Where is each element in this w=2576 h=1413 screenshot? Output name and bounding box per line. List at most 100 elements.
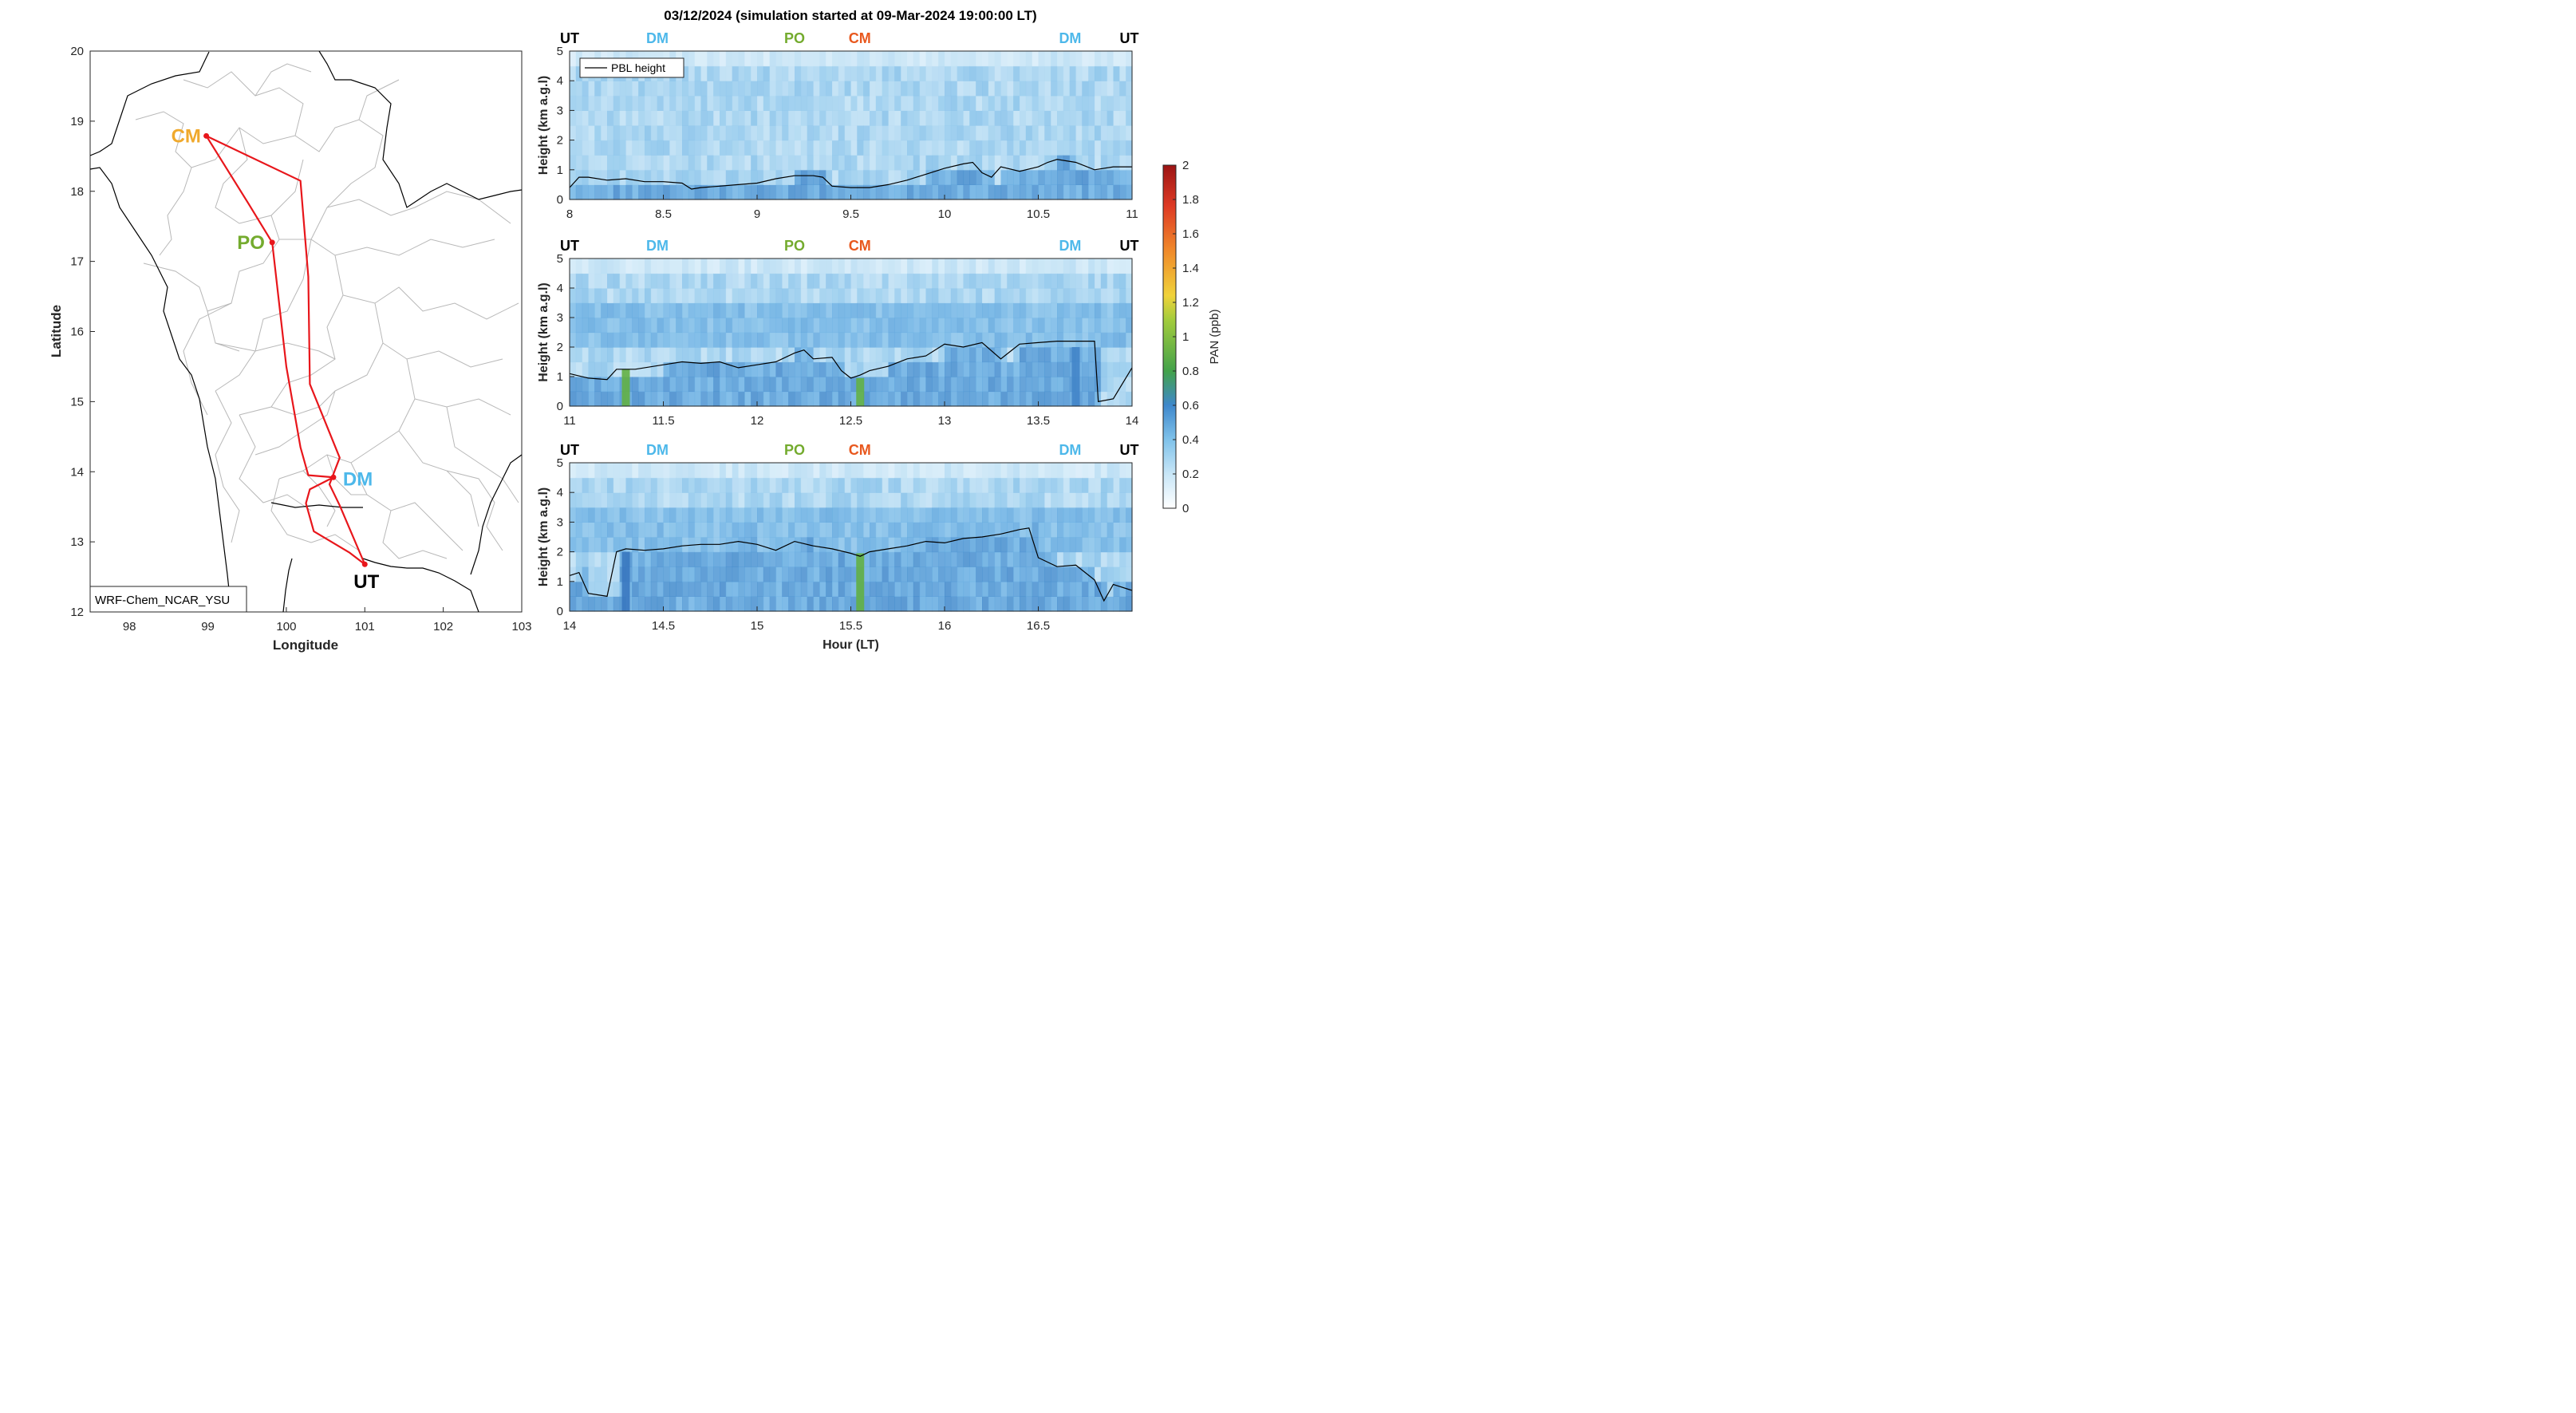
pan-cell (932, 507, 939, 523)
pan-cell (988, 302, 996, 318)
pan-cell (700, 81, 708, 97)
pan-cell (619, 537, 627, 553)
pan-cell (1069, 140, 1077, 156)
pan-cell (757, 507, 764, 523)
pan-cell (570, 361, 577, 377)
pan-cell (619, 347, 627, 363)
pan-cell (669, 361, 677, 377)
pan-cell (1063, 273, 1071, 289)
pan-cell (757, 492, 764, 508)
pan-cell (788, 507, 795, 523)
pan-cell (645, 318, 652, 334)
pan-cell (957, 391, 965, 407)
route-site-label-po: PO (784, 442, 805, 458)
pan-cell (775, 318, 783, 334)
pan-cell (838, 347, 846, 363)
pbl-height-line (569, 527, 1133, 602)
pan-cell (688, 551, 696, 567)
colorbar-tick-label: 0 (1182, 502, 1189, 515)
pan-cell (588, 302, 595, 318)
pan-cell (800, 463, 808, 479)
pan-cell (645, 361, 652, 377)
pan-cell (982, 140, 989, 156)
pan-cell (1113, 95, 1120, 111)
pan-cell (1126, 361, 1133, 377)
pan-cell (850, 391, 858, 407)
pan-cell (694, 169, 702, 185)
pan-cell (807, 361, 815, 377)
pan-cell (625, 492, 633, 508)
pan-cell (813, 288, 820, 304)
pan-cell (619, 522, 627, 538)
pan-cell (601, 537, 608, 553)
pan-cell (732, 140, 740, 156)
pan-cell (913, 361, 921, 377)
ytick-label: 2 (557, 341, 563, 354)
pan-cell (613, 347, 621, 363)
pan-cell (857, 259, 864, 274)
pan-cell (969, 110, 976, 126)
pan-cell (1063, 81, 1071, 97)
pan-cell (957, 273, 965, 289)
pan-cell (788, 492, 795, 508)
pan-cell (945, 125, 952, 141)
pan-cell (844, 507, 852, 523)
pan-cell (782, 259, 789, 274)
pan-cell (669, 125, 677, 141)
pan-cell (669, 95, 677, 111)
pan-cell (1100, 566, 1108, 582)
pan-cell (1007, 273, 1014, 289)
pan-cell (795, 477, 802, 493)
pan-cell (838, 302, 846, 318)
pan-cell (613, 259, 621, 274)
pan-cell (713, 347, 720, 363)
pan-cell (694, 288, 702, 304)
pan-cell (882, 302, 890, 318)
pan-cell (1095, 361, 1102, 377)
pan-cell (1007, 332, 1014, 348)
pan-cell (788, 391, 795, 407)
pan-cell (1113, 288, 1120, 304)
pan-cell (1020, 259, 1027, 274)
pan-cell (1082, 377, 1089, 393)
pan-cell (826, 259, 833, 274)
pan-cell (870, 332, 877, 348)
pan-cell (732, 581, 740, 597)
pan-cell (570, 492, 577, 508)
pan-cell (913, 391, 921, 407)
pan-cell (694, 347, 702, 363)
pan-cell (682, 81, 689, 97)
pan-cell (588, 288, 595, 304)
pan-cell (894, 259, 901, 274)
pan-cell (1025, 507, 1033, 523)
pan-cell (1082, 65, 1089, 81)
pan-cell (682, 332, 689, 348)
province-boundaries (135, 63, 519, 559)
pan-cell (1025, 596, 1033, 612)
pan-cell (925, 110, 933, 126)
pan-cell (976, 95, 983, 111)
pan-cell (625, 318, 633, 334)
pan-cell (788, 184, 795, 200)
figure-title: 03/12/2024 (simulation started at 09-Mar… (664, 8, 1036, 23)
pan-cell (832, 551, 839, 567)
pan-cell (1088, 522, 1095, 538)
pan-cell (894, 288, 901, 304)
pan-cell (725, 332, 733, 348)
pan-cell (994, 332, 1002, 348)
pan-cell (757, 81, 764, 97)
pan-cell (769, 288, 777, 304)
ytick-label: 4 (557, 282, 563, 295)
pan-cell (1100, 169, 1108, 185)
pan-cell (638, 318, 645, 334)
pan-cell (969, 391, 976, 407)
pan-cell (807, 65, 815, 81)
pan-cell (751, 581, 758, 597)
pan-cell (913, 596, 921, 612)
pan-cell (625, 110, 633, 126)
pan-cell (1038, 95, 1045, 111)
pan-cell (938, 596, 945, 612)
pan-cell (1119, 551, 1126, 567)
pan-cell (1013, 288, 1020, 304)
pan-cell (982, 125, 989, 141)
